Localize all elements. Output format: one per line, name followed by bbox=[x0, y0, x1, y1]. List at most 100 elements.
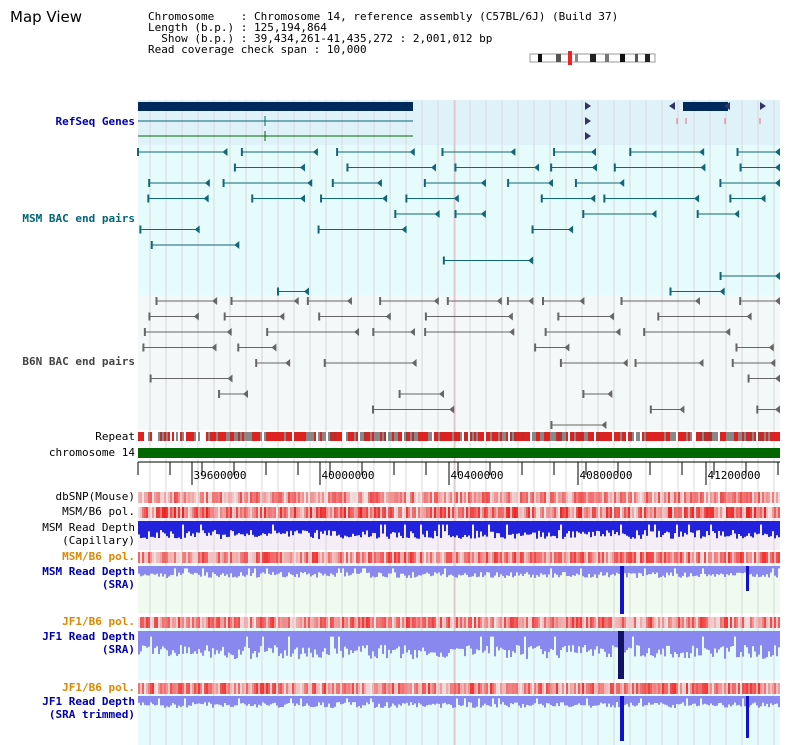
jf1-b6-pol-strip-2 bbox=[548, 683, 550, 694]
chromosome-14-label[interactable]: chromosome 14 bbox=[48, 446, 135, 459]
jf1-b6-pol-strip bbox=[770, 617, 772, 628]
msm-sra-depth-bar bbox=[392, 566, 394, 569]
repeat-block bbox=[484, 432, 486, 441]
msm-b6-pol-strip-2 bbox=[594, 552, 596, 563]
jf1-sra-depth-bar bbox=[186, 631, 188, 654]
jf1-b6-pol-strip-2 bbox=[346, 683, 348, 694]
dbsnp-strip bbox=[264, 492, 266, 503]
jf1-b6-pol-strip bbox=[430, 617, 432, 628]
msm-b6-pol-strip-2 bbox=[572, 552, 574, 563]
jf1-b6-pol-strip-2 bbox=[610, 683, 612, 694]
jf1-b6-pol-strip-2 bbox=[260, 683, 262, 694]
jf1-sra-depth-bar bbox=[628, 631, 630, 648]
jf1-read-depth-sra-label-1[interactable]: JF1 Read Depth bbox=[42, 630, 135, 643]
msm-sra-depth-bar bbox=[712, 566, 714, 575]
jf1-sra-depth-bar bbox=[496, 631, 498, 647]
jf1-b6-pol-label-2[interactable]: JF1/B6 pol. bbox=[62, 681, 135, 694]
repeat-block bbox=[354, 432, 356, 441]
dbsnp-strip bbox=[158, 492, 160, 503]
repeat-block bbox=[154, 432, 156, 441]
refseq-genes-label[interactable]: RefSeq Genes bbox=[55, 115, 135, 128]
jf1-sra-depth-bar bbox=[542, 631, 544, 655]
jf1-b6-pol-label-1[interactable]: JF1/B6 pol. bbox=[62, 615, 135, 628]
msm-read-depth-sra-label-1[interactable]: MSM Read Depth bbox=[42, 565, 135, 578]
msm-b6-pol-label-1[interactable]: MSM/B6 pol. bbox=[62, 505, 135, 518]
repeat-block bbox=[778, 432, 780, 441]
msm-read-depth-capillary-label-1[interactable]: MSM Read Depth bbox=[42, 521, 135, 534]
jf1-b6-pol-strip-2 bbox=[320, 683, 322, 694]
msm-b6-pol-strip-2 bbox=[646, 552, 648, 563]
jf1-trim-depth-bar bbox=[594, 696, 596, 706]
jf1-trim-depth-bar bbox=[312, 696, 314, 708]
msm-b6-pol-strip-2 bbox=[610, 552, 612, 563]
msm-sra-depth-bar bbox=[718, 566, 720, 575]
msm-capillary-depth-bar bbox=[480, 521, 482, 532]
jf1-b6-pol-strip bbox=[298, 617, 300, 628]
jf1-sra-depth-bar bbox=[284, 631, 286, 651]
jf1-trim-depth-bar bbox=[292, 696, 294, 704]
jf1-b6-pol-strip bbox=[714, 617, 716, 628]
msm-b6-pol-strip bbox=[164, 507, 166, 518]
jf1-sra-depth-bar bbox=[212, 631, 214, 649]
msm-b6-pol-strip-2 bbox=[466, 552, 468, 563]
msm-sra-depth-bar bbox=[478, 566, 480, 577]
jf1-b6-pol-strip-2 bbox=[428, 683, 430, 694]
msm-sra-depth-bar bbox=[602, 566, 604, 576]
jf1-read-depth-trimmed-label-1[interactable]: JF1 Read Depth bbox=[42, 695, 135, 708]
msm-capillary-depth-bar bbox=[626, 521, 628, 536]
jf1-sra-depth-bar bbox=[470, 631, 472, 649]
msm-capillary-depth-bar bbox=[616, 521, 618, 532]
dbsnp-strip bbox=[458, 492, 460, 503]
msm-b6-pol-label-2[interactable]: MSM/B6 pol. bbox=[62, 550, 135, 563]
msm-b6-pol-strip-2 bbox=[578, 552, 580, 563]
jf1-trim-depth-bar bbox=[624, 696, 626, 705]
msm-capillary-depth-bar bbox=[292, 521, 294, 536]
msm-b6-pol-strip bbox=[250, 507, 252, 518]
dbsnp-strip bbox=[580, 492, 582, 503]
repeat-label[interactable]: Repeat bbox=[95, 430, 135, 443]
msm-b6-pol-strip bbox=[436, 507, 438, 518]
msm-b6-pol-strip bbox=[374, 507, 376, 518]
jf1-b6-pol-strip bbox=[726, 617, 728, 628]
msm-sra-depth-bar bbox=[402, 566, 404, 574]
msm-sra-depth-bar bbox=[416, 566, 418, 577]
jf1-sra-depth-bar bbox=[548, 631, 550, 653]
dbsnp-mouse-label[interactable]: dbSNP(Mouse) bbox=[55, 490, 135, 503]
jf1-sra-depth-bar bbox=[468, 631, 470, 646]
jf1-b6-pol-strip bbox=[422, 617, 424, 628]
jf1-trim-depth-bar bbox=[336, 696, 338, 703]
jf1-b6-pol-strip-2 bbox=[236, 683, 238, 694]
msm-b6-pol-strip-2 bbox=[680, 552, 682, 563]
repeat-block bbox=[322, 432, 324, 441]
msm-bac-end-pairs-label[interactable]: MSM BAC end pairs bbox=[22, 212, 135, 225]
dbsnp-strip bbox=[400, 492, 402, 503]
jf1-sra-depth-bar bbox=[696, 631, 698, 649]
jf1-sra-depth-bar bbox=[242, 631, 244, 651]
jf1-b6-pol-strip-2 bbox=[642, 683, 644, 694]
msm-sra-depth-bar bbox=[518, 566, 520, 576]
repeat-block bbox=[372, 432, 374, 441]
dbsnp-strip bbox=[254, 492, 256, 503]
b6n-bac-end-pairs-label[interactable]: B6N BAC end pairs bbox=[22, 355, 135, 368]
msm-b6-pol-strip bbox=[142, 507, 144, 518]
msm-sra-depth-bar bbox=[606, 566, 608, 573]
msm-b6-pol-strip-2 bbox=[402, 552, 404, 563]
repeat-block bbox=[772, 432, 774, 441]
msm-sra-depth-bar bbox=[740, 566, 742, 573]
dbsnp-strip bbox=[744, 492, 746, 503]
msm-sra-depth-bar bbox=[672, 566, 674, 576]
msm-sra-depth-bar bbox=[500, 566, 502, 575]
b6n-bac-pair-end bbox=[409, 328, 415, 336]
jf1-b6-pol-strip bbox=[748, 617, 750, 628]
jf1-b6-pol-strip-2 bbox=[172, 683, 174, 694]
jf1-trim-depth-bar bbox=[588, 696, 590, 706]
jf1-trim-depth-bar bbox=[354, 696, 356, 703]
msm-sra-depth-bar bbox=[196, 566, 198, 574]
jf1-b6-pol-strip-2 bbox=[402, 683, 404, 694]
jf1-trim-depth-bar bbox=[736, 696, 738, 706]
msm-capillary-depth-bar bbox=[334, 521, 336, 532]
dbsnp-strip bbox=[676, 492, 678, 503]
jf1-trim-depth-bar bbox=[146, 696, 148, 706]
repeat-block bbox=[142, 432, 144, 441]
